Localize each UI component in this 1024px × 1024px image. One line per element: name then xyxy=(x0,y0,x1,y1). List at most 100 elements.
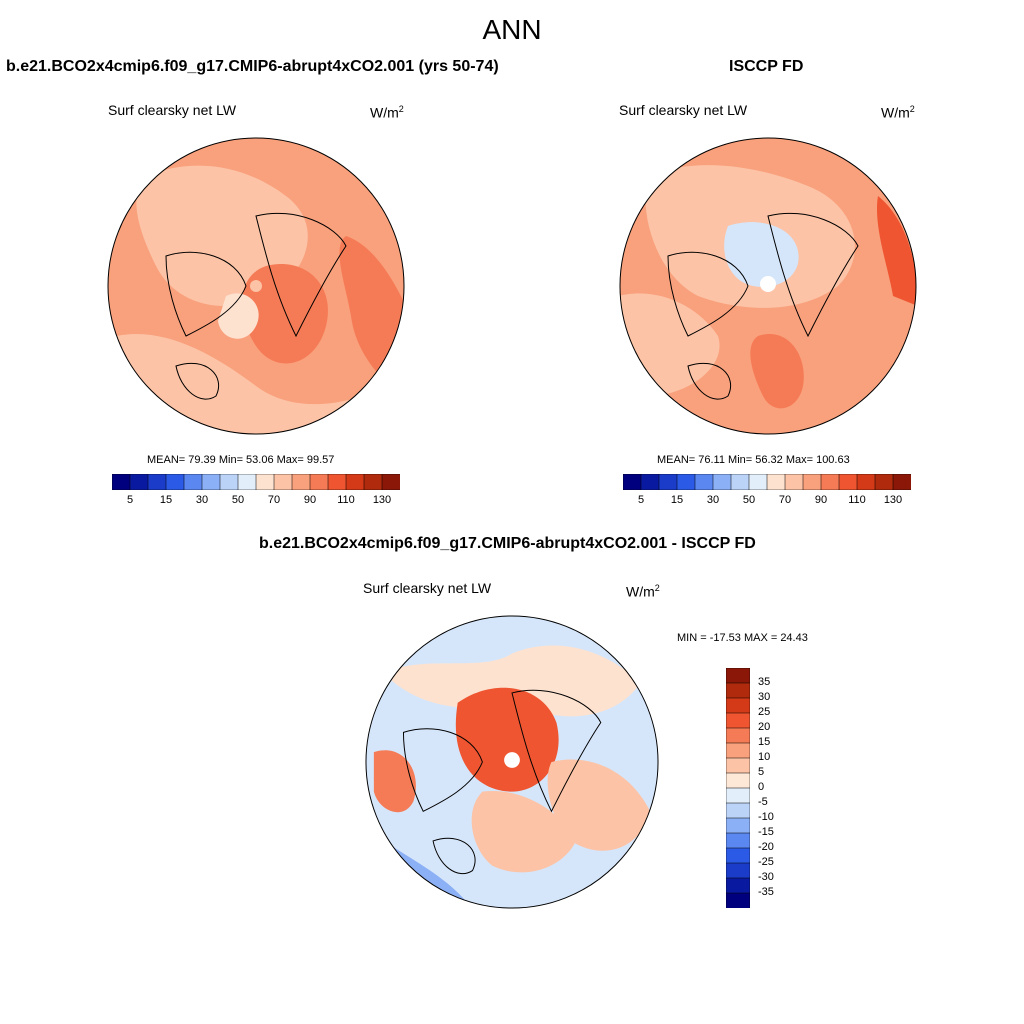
diff-colorbar-swatch xyxy=(726,772,750,789)
model-colorbar-swatch xyxy=(273,474,293,490)
obs-coastlines xyxy=(667,212,859,400)
model-colorbar-tick-label: 90 xyxy=(303,494,317,506)
obs-field-warm-south xyxy=(750,334,804,409)
obs-colorbar-tick-label: 70 xyxy=(778,494,792,506)
diff-colorbar-tick-label: -35 xyxy=(758,886,774,898)
diff-coastlines xyxy=(402,689,602,875)
diff-field-light-south xyxy=(471,790,577,873)
diff-colorbar-swatch xyxy=(726,862,750,879)
diff-colorbar-tick-label: -15 xyxy=(758,826,774,838)
diff-colorbar-tick-label: 30 xyxy=(758,691,771,703)
obs-pole-missing xyxy=(760,276,776,292)
model-colorbar-swatch xyxy=(327,474,347,490)
obs-colorbar-tick-label: 90 xyxy=(814,494,828,506)
model-field-warm-region xyxy=(242,264,328,364)
diff-colorbar-tick-label: 5 xyxy=(758,766,765,778)
obs-colorbar-swatch xyxy=(892,474,911,490)
diff-colorbar-tick-label: 25 xyxy=(758,706,771,718)
diff-colorbar-tick-label: 0 xyxy=(758,781,765,793)
obs-colorbar-swatch xyxy=(784,474,804,490)
model-colorbar-tick-label: 130 xyxy=(372,494,392,506)
obs-colorbar-swatch xyxy=(874,474,894,490)
diff-colorbar-swatch xyxy=(726,877,750,894)
model-colorbar-swatch xyxy=(363,474,383,490)
obs-colorbar-swatch xyxy=(623,474,642,490)
obs-variable-label: Surf clearsky net LW xyxy=(619,102,748,118)
model-colorbar-swatch xyxy=(129,474,149,490)
obs-colorbar-tick-label: 30 xyxy=(706,494,720,506)
diff-colorbar-swatch xyxy=(726,742,750,759)
diff-field-pale-north xyxy=(383,645,641,717)
model-polar-map xyxy=(107,137,405,435)
diff-field-light-east xyxy=(547,759,651,851)
model-colorbar-swatch xyxy=(345,474,365,490)
diff-colorbar-tick-label: -5 xyxy=(758,796,768,808)
obs-field-warm-east xyxy=(877,196,916,306)
diff-colorbar-tick-label: 35 xyxy=(758,676,771,688)
diff-colorbar-swatch xyxy=(726,727,750,744)
model-colorbar-swatch xyxy=(147,474,167,490)
model-colorbar-tick-label: 50 xyxy=(231,494,245,506)
model-colorbar-swatch xyxy=(183,474,203,490)
model-colorbar-tick-label: 30 xyxy=(195,494,209,506)
diff-polar-map xyxy=(365,615,659,909)
model-colorbar-tick-label: 15 xyxy=(159,494,173,506)
obs-colorbar-swatch xyxy=(676,474,696,490)
obs-colorbar-swatch xyxy=(712,474,732,490)
model-field-light-region-south xyxy=(108,334,404,434)
obs-colorbar-tick-label: 50 xyxy=(742,494,756,506)
model-stats: MEAN= 79.39 Min= 53.06 Max= 99.57 xyxy=(147,454,335,466)
obs-stats: MEAN= 76.11 Min= 56.32 Max= 100.63 xyxy=(657,454,850,466)
obs-polar-map xyxy=(619,137,917,435)
diff-colorbar-swatch xyxy=(726,787,750,804)
model-pole-marker xyxy=(250,280,262,292)
diff-colorbar-tick-label: -25 xyxy=(758,856,774,868)
obs-map-border xyxy=(619,137,917,435)
diff-colorbar-swatch xyxy=(726,668,750,684)
diff-units-label: W/m2 xyxy=(626,583,660,600)
obs-colorbar-labels: 5 15 30 50 70 90 110 130 xyxy=(623,494,911,510)
model-colorbar-labels: 5 15 30 50 70 90 110 130 xyxy=(112,494,400,510)
diff-pole-missing xyxy=(504,752,520,768)
model-panel-title: b.e21.BCO2x4cmip6.f09_g17.CMIP6-abrupt4x… xyxy=(6,58,499,75)
obs-colorbar-tick-label: 110 xyxy=(848,494,866,506)
diff-colorbar-swatch xyxy=(726,832,750,849)
diff-colorbar-tick-label: -30 xyxy=(758,871,774,883)
model-colorbar-swatch xyxy=(201,474,221,490)
model-coastlines xyxy=(165,212,347,400)
diff-colorbar-swatch xyxy=(726,682,750,699)
diff-map-border xyxy=(365,615,659,909)
obs-colorbar-swatch xyxy=(838,474,858,490)
obs-colorbar-swatch xyxy=(748,474,768,490)
model-colorbar-swatch xyxy=(381,474,400,490)
model-colorbar-tick-label: 110 xyxy=(337,494,355,506)
obs-colorbar-swatch xyxy=(766,474,786,490)
obs-colorbar-swatch xyxy=(856,474,876,490)
model-colorbar-tick-label: 5 xyxy=(126,494,134,506)
obs-field-cool-region xyxy=(724,222,799,287)
obs-panel-title: ISCCP FD xyxy=(729,58,804,75)
model-colorbar-tick-label: 70 xyxy=(267,494,281,506)
model-field-pale-region xyxy=(218,293,259,339)
model-colorbar-swatch xyxy=(255,474,275,490)
obs-colorbar-swatch xyxy=(694,474,714,490)
diff-colorbar-tick-label: -10 xyxy=(758,811,774,823)
diff-colorbar xyxy=(726,668,750,908)
obs-colorbar-tick-label: 15 xyxy=(670,494,684,506)
model-colorbar-swatch xyxy=(237,474,257,490)
diff-variable-label: Surf clearsky net LW xyxy=(363,580,492,596)
model-map-border xyxy=(107,137,405,435)
diff-colorbar-swatch xyxy=(726,697,750,714)
model-colorbar-swatch xyxy=(309,474,329,490)
diff-stats: MIN = -17.53 MAX = 24.43 xyxy=(677,632,808,644)
model-colorbar-swatch xyxy=(165,474,185,490)
obs-colorbar-swatch xyxy=(820,474,840,490)
model-colorbar xyxy=(112,474,400,490)
diff-colorbar-swatch xyxy=(726,802,750,819)
diff-colorbar-tick-label: 15 xyxy=(758,736,771,748)
diff-colorbar-swatch xyxy=(726,847,750,864)
obs-colorbar-swatch xyxy=(730,474,750,490)
model-colorbar-swatch xyxy=(219,474,239,490)
obs-colorbar-swatch xyxy=(658,474,678,490)
diff-colorbar-swatch xyxy=(726,892,750,908)
